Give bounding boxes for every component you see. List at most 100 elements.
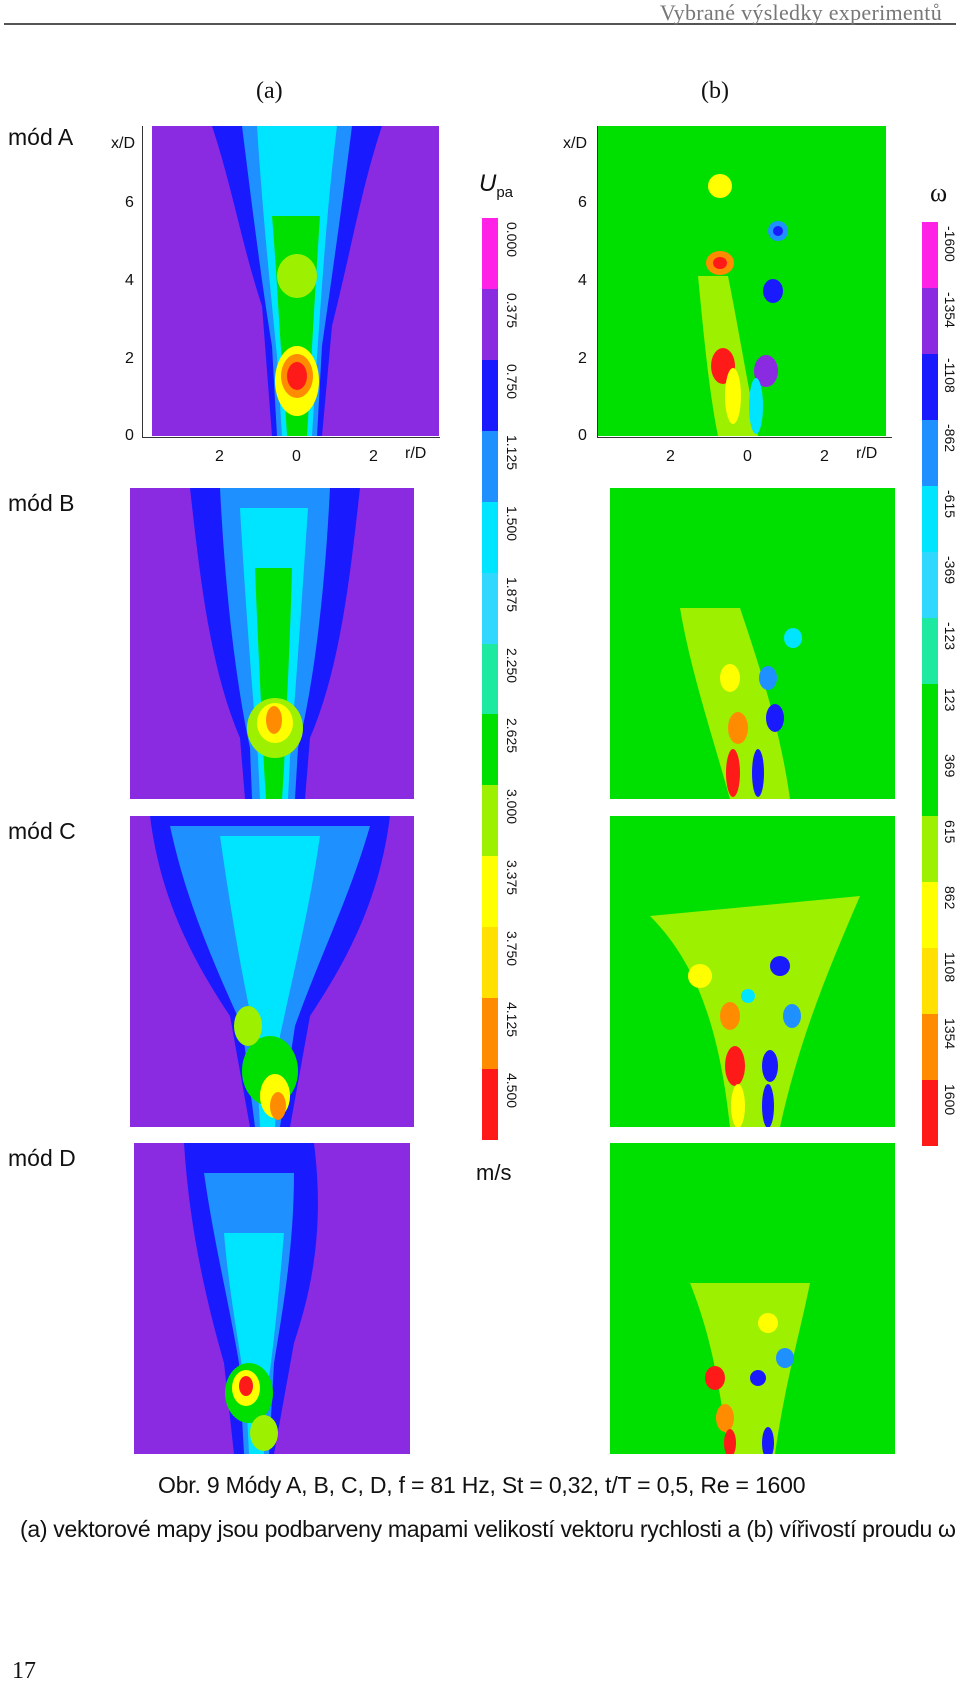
colorbar-segment xyxy=(922,1014,938,1080)
colorbar-segment xyxy=(922,948,938,1014)
colorbar-segment xyxy=(922,420,938,486)
x-axis-line xyxy=(597,437,892,438)
colorbar-segment xyxy=(922,552,938,618)
velocity-map-mode-d xyxy=(134,1143,410,1454)
colorbar-tick-label: 3.375 xyxy=(504,860,520,896)
tick-label: 0 xyxy=(743,448,752,465)
running-header: Vybrané výsledky experimentů xyxy=(659,0,942,25)
tick-label: 0 xyxy=(125,427,134,444)
colorbar-segment xyxy=(922,288,938,354)
colorbar-tick-label: 3.000 xyxy=(504,789,520,825)
mode-b-label: mód B xyxy=(8,490,75,516)
colorbar-tick-label: 1108 xyxy=(942,952,958,983)
colorbar-tick-label: 369 xyxy=(942,754,958,778)
colorbar-segment xyxy=(922,618,938,684)
colorbar-segment xyxy=(922,222,938,288)
vorticity-map-mode-c xyxy=(610,816,895,1127)
figure-caption-line-2: (a) vektorové mapy jsou podbarveny mapam… xyxy=(20,1516,956,1542)
velocity-map-mode-a xyxy=(152,126,439,436)
velocity-colorbar xyxy=(482,218,498,1140)
vorticity-map-mode-a xyxy=(598,126,886,436)
colorbar-tick-label: 0.000 xyxy=(504,222,520,258)
colorbar-segment xyxy=(482,1069,498,1140)
colorbar-segment xyxy=(482,572,498,644)
colorbar-tick-label: -123 xyxy=(942,622,958,651)
colorbar-tick-label: -1600 xyxy=(942,226,958,262)
colorbar-omega-title: ω xyxy=(930,178,948,207)
colorbar-u-title-sub: pa xyxy=(496,183,514,201)
colorbar-tick-label: 615 xyxy=(942,820,958,844)
colorbar-segment xyxy=(922,750,938,816)
vorticity-map-mode-d xyxy=(610,1143,895,1454)
tick-label: 0 xyxy=(578,427,587,444)
colorbar-segment xyxy=(482,643,498,715)
colorbar-tick-label: -369 xyxy=(942,556,958,585)
colorbar-tick-label: 1.875 xyxy=(504,576,520,612)
colorbar-segment xyxy=(922,354,938,420)
vorticity-colorbar xyxy=(922,222,938,1146)
colorbar-segment xyxy=(482,218,498,289)
xd-axis-label-b: x/D xyxy=(563,135,587,152)
colorbar-segment xyxy=(922,1080,938,1146)
tick-label: 4 xyxy=(578,272,587,289)
colorbar-u-unit: m/s xyxy=(476,1160,512,1185)
colorbar-tick-label: -862 xyxy=(942,424,958,453)
figure-caption-line-1: Obr. 9 Módy A, B, C, D, f = 81 Hz, St = … xyxy=(158,1472,806,1498)
colorbar-tick-label: -1108 xyxy=(942,358,958,393)
colorbar-segment xyxy=(482,359,498,431)
page-number: 17 xyxy=(12,1658,36,1684)
tick-label: 6 xyxy=(578,194,587,211)
colorbar-tick-label: 3.750 xyxy=(504,931,520,967)
colorbar-segment xyxy=(482,927,498,999)
colorbar-segment xyxy=(482,998,498,1070)
header-rule xyxy=(4,23,956,25)
velocity-map-mode-b xyxy=(130,488,414,799)
tick-label: 2 xyxy=(666,448,675,465)
tick-label: 4 xyxy=(125,272,134,289)
colorbar-tick-label: 123 xyxy=(942,688,958,712)
vorticity-map-mode-b xyxy=(610,488,895,799)
colorbar-tick-label: 1.125 xyxy=(504,434,520,470)
colorbar-tick-label: 0.375 xyxy=(504,292,520,328)
velocity-map-mode-c xyxy=(130,816,414,1127)
colorbar-tick-label: 0.750 xyxy=(504,363,520,399)
column-a-label: (a) xyxy=(256,78,283,104)
colorbar-tick-label: 4.500 xyxy=(504,1073,520,1109)
colorbar-tick-label: 1354 xyxy=(942,1018,958,1050)
tick-label: 2 xyxy=(578,350,587,367)
colorbar-segment xyxy=(482,785,498,857)
colorbar-tick-label: 1.500 xyxy=(504,505,520,541)
rd-axis-label-b: r/D xyxy=(856,445,878,462)
tick-label: 2 xyxy=(215,448,224,465)
colorbar-segment xyxy=(922,816,938,882)
mode-c-label: mód C xyxy=(8,818,76,844)
colorbar-u-title-main: U xyxy=(479,170,497,197)
tick-label: 2 xyxy=(125,350,134,367)
y-axis-line xyxy=(597,126,598,438)
tick-label: 6 xyxy=(125,194,134,211)
colorbar-tick-label: 2.250 xyxy=(504,647,520,683)
y-axis-line xyxy=(142,126,143,438)
colorbar-segment xyxy=(482,288,498,360)
colorbar-tick-label: 4.125 xyxy=(504,1002,520,1038)
colorbar-segment xyxy=(482,430,498,502)
colorbar-segment xyxy=(922,882,938,948)
mode-a-label: mód A xyxy=(8,124,74,150)
rd-axis-label-a: r/D xyxy=(405,445,427,462)
tick-label: 2 xyxy=(820,448,829,465)
xd-axis-label-a: x/D xyxy=(111,135,135,152)
x-axis-line xyxy=(142,437,440,438)
mode-d-label: mód D xyxy=(8,1145,76,1171)
colorbar-tick-label: 2.625 xyxy=(504,718,520,754)
colorbar-segment xyxy=(922,684,938,750)
colorbar-tick-label: -615 xyxy=(942,490,958,519)
colorbar-u-title: Upa xyxy=(479,170,513,201)
column-b-label: (b) xyxy=(701,78,729,104)
colorbar-segment xyxy=(922,486,938,552)
colorbar-tick-label: 862 xyxy=(942,886,958,910)
colorbar-tick-label: 1600 xyxy=(942,1084,958,1116)
colorbar-segment xyxy=(482,856,498,928)
tick-label: 2 xyxy=(369,448,378,465)
colorbar-segment xyxy=(482,714,498,786)
colorbar-tick-label: -1354 xyxy=(942,292,958,328)
